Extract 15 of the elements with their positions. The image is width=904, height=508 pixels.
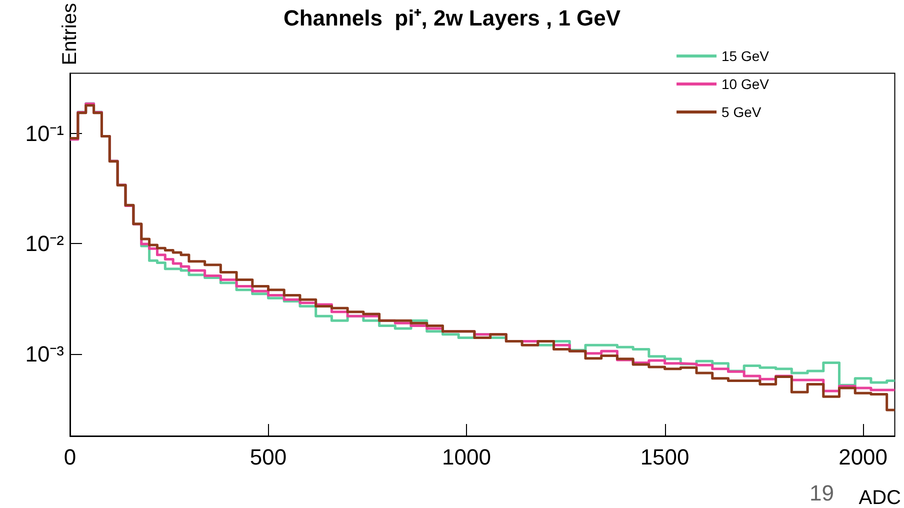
y-tick-label: 10⁻³ xyxy=(25,341,64,366)
legend-label: 10 GeV xyxy=(722,76,770,92)
text: 19 xyxy=(810,480,834,506)
y-tick-label: 10⁻¹ xyxy=(25,120,64,146)
x-axis-title: ADC xyxy=(858,487,902,508)
x-tick-label: 0 xyxy=(64,444,76,470)
chart-title: Channels pi⁺, 2w Layers , 1 GeV xyxy=(283,6,621,30)
x-tick-label: 1000 xyxy=(442,444,491,470)
y-axis-title: Entries xyxy=(59,2,81,66)
legend-label: 15 GeV xyxy=(722,48,770,64)
x-tick-label: 500 xyxy=(250,444,287,470)
x-tick-label: 2000 xyxy=(838,444,888,470)
legend-label: 5 GeV xyxy=(722,104,762,120)
x-tick-label: 1500 xyxy=(640,444,690,470)
y-tick-label: 10⁻² xyxy=(25,231,64,256)
